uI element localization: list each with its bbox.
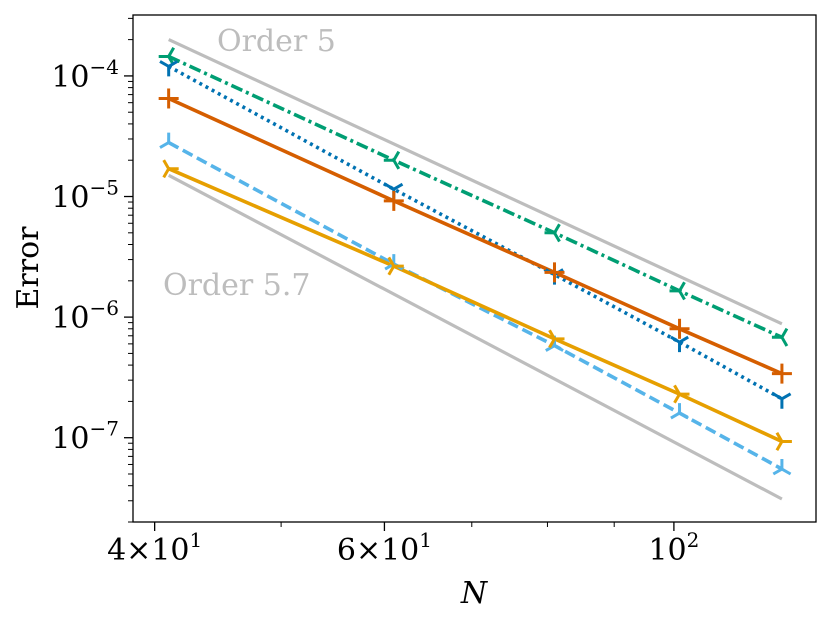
y-tick-label: 10−4 [51,55,119,95]
y-axis-label: Error [11,226,46,310]
x-tick-label: 4×101 [107,528,202,568]
x-axis-label: N [460,576,489,611]
y-tick-label: 10−6 [51,296,119,336]
x-tick-label: 6×101 [337,528,432,568]
x-tick-label: 102 [648,528,699,568]
reference-line-label: Order 5.7 [163,268,310,303]
y-tick-label: 10−5 [51,176,119,216]
reference-line-label: Order 5 [217,24,336,59]
y-tick-label: 10−7 [51,417,119,457]
